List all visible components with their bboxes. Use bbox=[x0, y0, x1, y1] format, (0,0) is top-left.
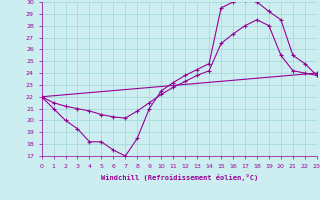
X-axis label: Windchill (Refroidissement éolien,°C): Windchill (Refroidissement éolien,°C) bbox=[100, 174, 258, 181]
